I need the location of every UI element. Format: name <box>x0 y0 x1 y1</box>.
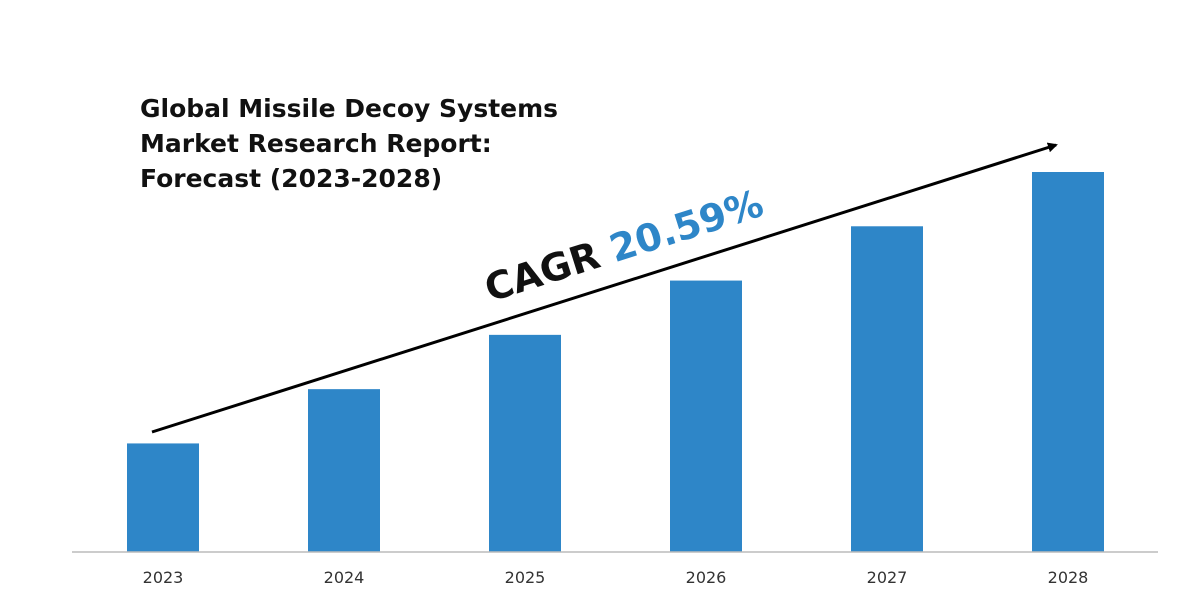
x-tick-label-2023: 2023 <box>143 568 184 587</box>
x-tick-label-2027: 2027 <box>867 568 908 587</box>
bar-2028 <box>1032 172 1104 552</box>
chart-title-line-2: Market Research Report: <box>140 129 492 158</box>
chart-title-line-3: Forecast (2023-2028) <box>140 164 442 193</box>
x-tick-label-2025: 2025 <box>505 568 546 587</box>
bar-2024 <box>308 389 380 552</box>
cagr-value: 20.59% <box>604 181 768 271</box>
x-tick-label-2024: 2024 <box>324 568 365 587</box>
x-axis-tick-labels: 2023 2024 2025 2026 2027 2028 <box>143 568 1089 587</box>
bar-2025 <box>489 334 561 552</box>
bar-2023 <box>127 443 199 552</box>
cagr-prefix: CAGR <box>479 233 605 311</box>
growth-trend-arrow <box>151 142 1058 434</box>
x-tick-label-2028: 2028 <box>1048 568 1089 587</box>
x-tick-label-2026: 2026 <box>686 568 727 587</box>
chart-title-line-1: Global Missile Decoy Systems <box>140 94 558 123</box>
bar-2026 <box>670 280 742 552</box>
bars <box>127 172 1104 553</box>
bar-2027 <box>851 226 923 553</box>
